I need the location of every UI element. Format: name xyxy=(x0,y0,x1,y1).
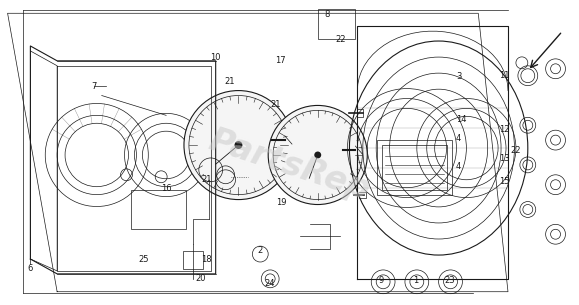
Text: 17: 17 xyxy=(276,56,286,65)
Text: 21: 21 xyxy=(270,100,280,109)
Text: 13: 13 xyxy=(499,154,510,163)
Text: 22: 22 xyxy=(511,146,521,156)
Bar xyxy=(183,251,203,269)
Text: 16: 16 xyxy=(161,184,171,193)
Text: 4: 4 xyxy=(456,162,461,170)
Text: 10: 10 xyxy=(210,53,220,62)
Text: 11: 11 xyxy=(500,71,510,80)
Circle shape xyxy=(314,152,321,158)
Text: 12: 12 xyxy=(500,125,510,134)
Text: 24: 24 xyxy=(264,279,274,289)
Bar xyxy=(318,9,356,39)
Bar xyxy=(382,145,446,190)
Bar xyxy=(131,190,186,229)
Text: 15: 15 xyxy=(500,177,510,186)
Circle shape xyxy=(234,141,243,149)
Text: 19: 19 xyxy=(276,198,286,207)
Text: 7: 7 xyxy=(91,81,97,91)
Text: 22: 22 xyxy=(336,35,346,44)
Text: 4: 4 xyxy=(456,135,461,143)
Text: 6: 6 xyxy=(27,264,33,273)
Text: 9: 9 xyxy=(379,276,384,285)
Text: 25: 25 xyxy=(138,255,148,264)
Text: 21: 21 xyxy=(224,77,234,86)
Text: 14: 14 xyxy=(456,115,467,124)
Circle shape xyxy=(184,91,293,199)
Text: 8: 8 xyxy=(324,10,329,20)
Text: 20: 20 xyxy=(195,274,206,283)
Text: PartsRep: PartsRep xyxy=(204,123,374,206)
Text: 23: 23 xyxy=(445,276,456,285)
Text: 3: 3 xyxy=(456,73,461,81)
Text: 21: 21 xyxy=(201,175,211,184)
Text: 2: 2 xyxy=(257,246,262,255)
Bar xyxy=(377,140,452,195)
Text: 1: 1 xyxy=(413,276,419,285)
Text: 18: 18 xyxy=(201,255,211,264)
Circle shape xyxy=(268,106,367,205)
